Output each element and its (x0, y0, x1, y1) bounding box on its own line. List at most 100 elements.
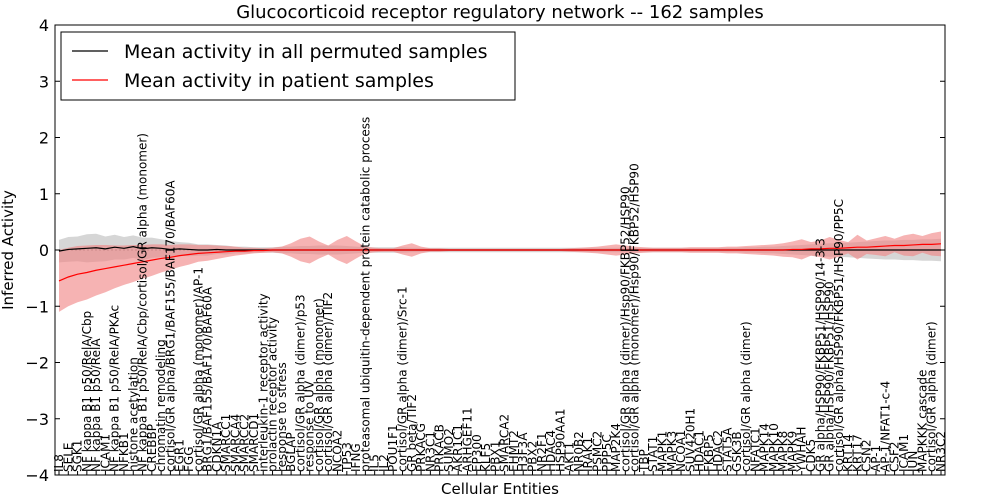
x-tick-label: KRT14 (841, 434, 855, 472)
x-tick-label: GR alpha/HSP90/FKBP51/HSP90 (823, 281, 837, 472)
x-tick-label: PPP5C (600, 434, 614, 472)
x-tick-label: MAPK14 (758, 423, 772, 472)
y-tick-label: 1 (39, 185, 49, 204)
x-tick-label: IRAK1 (581, 437, 595, 472)
x-tick-label: interleukin-1 receptor activity (256, 293, 270, 472)
x-axis-label: Cellular Entities (441, 480, 559, 498)
x-tick-label: NR3C2 (934, 431, 948, 472)
x-tick-label: NFATC1 (748, 427, 762, 472)
x-tick-label: STAT1 (646, 436, 660, 472)
y-tick-label: −3 (25, 410, 49, 429)
x-tick-label: CREBBP (145, 424, 159, 472)
x-tick-label: NF kappa B1 p50/RelA/Cbp (80, 311, 94, 472)
x-tick-label: SMARCA4 (228, 414, 242, 472)
x-tick-label: cortisol/GR alpha (dimer)/p53 (293, 294, 307, 472)
x-tick-label: MAPK9 (785, 431, 799, 472)
series-line-patient (58, 243, 942, 282)
x-tick-label: BGLAP (284, 432, 298, 472)
x-tick-label: cortisol/GR alpha (dimer) (739, 321, 753, 472)
x-tick-label: prolactin receptor activity (266, 317, 280, 472)
legend-label-patient: Mean activity in patient samples (124, 70, 434, 92)
x-tick-label: STAT5A (720, 427, 734, 472)
x-tick-label: ICAM1 (897, 434, 911, 472)
x-tick-label: PBX1 (488, 441, 502, 472)
x-tick-label: NR3C1 (423, 431, 437, 472)
x-tick-label: GR alpha/HSP90/FKBP51/HSP90/14-3-3 (813, 238, 827, 472)
x-tick-label: SMARCC1 (219, 414, 233, 472)
x-tick-label: HSP90AA1 (553, 408, 567, 472)
x-tick-label: FGG (182, 447, 196, 473)
y-tick-label: 0 (39, 241, 49, 260)
x-tick-label: TP53 (340, 442, 354, 473)
x-tick-label: JUN (906, 451, 920, 473)
x-tick-label: cortisol/GR alpha (monomer) (312, 298, 326, 472)
x-tick-label: SUV420H1 (683, 408, 697, 472)
x-tick-label: HDAC4 (544, 430, 558, 472)
x-tick-label: cortisol/GR alpha/HSP90/FKBP51/HSP90/PP5… (832, 199, 846, 472)
x-tick-label: proteasomal ubiquitin-dependent protein … (358, 117, 372, 472)
legend-label-permuted: Mean activity in all permuted samples (124, 41, 487, 63)
x-tick-label: PBX2 (525, 441, 539, 472)
x-tick-label: KRT17 (850, 434, 864, 472)
x-tick-label: SMARCC2 (238, 414, 252, 472)
x-tick-label: YWHAH (795, 427, 809, 473)
y-tick-label: 3 (39, 72, 49, 91)
x-tick-label: cortisol/GR alpha (dimer)/Hsp90/FKBP52/H… (618, 186, 632, 472)
x-tick-label: cortisol/GR alpha (monomer)/Hsp90/FKBP52… (628, 163, 642, 472)
x-tick-label: cortisol/GR alpha (dimer)/Src-1 (396, 286, 410, 472)
y-tick-label: 4 (39, 16, 49, 35)
x-tick-label: KLF5 (479, 443, 493, 472)
x-tick-label: SUMO2 (442, 428, 456, 472)
x-tick-label: MAPK10 (767, 423, 781, 472)
x-tick-label: SGK1 (71, 440, 85, 472)
x-tick-label: IL5 (368, 454, 382, 472)
x-tick-label: IL8 (52, 454, 66, 472)
x-tick-label: NF kappa B1 p50/RelA (89, 338, 103, 472)
legend-box (60, 31, 516, 101)
x-tick-label: MAPK1 (655, 431, 669, 472)
y-tick-label: −1 (25, 297, 49, 316)
x-tick-label: SMARCA2 (498, 414, 512, 472)
x-tick-label: ICAM1 (98, 434, 112, 472)
x-tick-label: chromatin remodeling (154, 339, 168, 472)
x-tick-label: cortisol/GR alpha/BRG1/BAF155/BAF170/BAF… (163, 180, 177, 472)
x-tick-label: CSN2 (860, 439, 874, 472)
x-tick-label: cortisol/GR alpha (dimer) (925, 321, 939, 472)
y-axis: −4 −3 −2 −1 0 1 2 3 4 (25, 16, 945, 485)
x-tick-label: CDK5 (804, 439, 818, 472)
x-tick-label: IFNG (349, 443, 363, 472)
x-tick-label: SELE (61, 443, 75, 472)
x-tick-label: SMARCD1 (247, 413, 261, 472)
x-tick-label: cortisol/GR alpha (dimer)/TIF2 (321, 292, 335, 472)
x-tick-label: MAPK3 (665, 431, 679, 472)
x-tick-label: H3F3A (516, 432, 530, 472)
x-tick-label: response to UV (303, 380, 317, 472)
x-tick-label: ARHGEF11 (461, 407, 475, 472)
x-tick-label: FKBP5 (702, 434, 716, 472)
x-tick-label: PRKACB (433, 424, 447, 472)
x-tick-label: HDAC1 (693, 430, 707, 472)
x-tick-label: HDAC2 (711, 430, 725, 472)
x-tick-label: NF kappa B1 p50/RelA/PKAc (108, 305, 122, 472)
legend: Mean activity in all permuted samples Me… (60, 31, 516, 101)
x-tick-label: NR0B2 (572, 431, 586, 472)
x-tick-label: TBP (637, 449, 651, 473)
x-tick-label: MAPKKK cascade (915, 370, 929, 472)
x-tick-label: AP-1/NFAT1-c-4 (878, 381, 892, 472)
x-tick-label: POU1F1 (386, 424, 400, 472)
x-tick-label: CDKN1A (210, 421, 224, 472)
y-tick-label: −4 (25, 466, 49, 485)
x-tick-label: CSF2 (888, 441, 902, 472)
x-tick-label: NF kappa B1 p50/RelA/Cbp/cortisol/GR alp… (136, 133, 150, 472)
y-tick-label: −2 (25, 354, 49, 373)
x-tick-label: AKR1C1 (451, 424, 465, 472)
band-patient (59, 231, 941, 312)
x-tick-label: PRKACG (414, 423, 428, 472)
x-tick-label: NCOA2 (331, 430, 345, 472)
x-tick-label: MAP2K4 (609, 423, 623, 472)
chart-title: Glucocorticoid receptor regulatory netwo… (236, 2, 764, 23)
x-tick-label: histone acetylation (126, 357, 140, 472)
x-tick-label: MAPK8 (776, 431, 790, 472)
